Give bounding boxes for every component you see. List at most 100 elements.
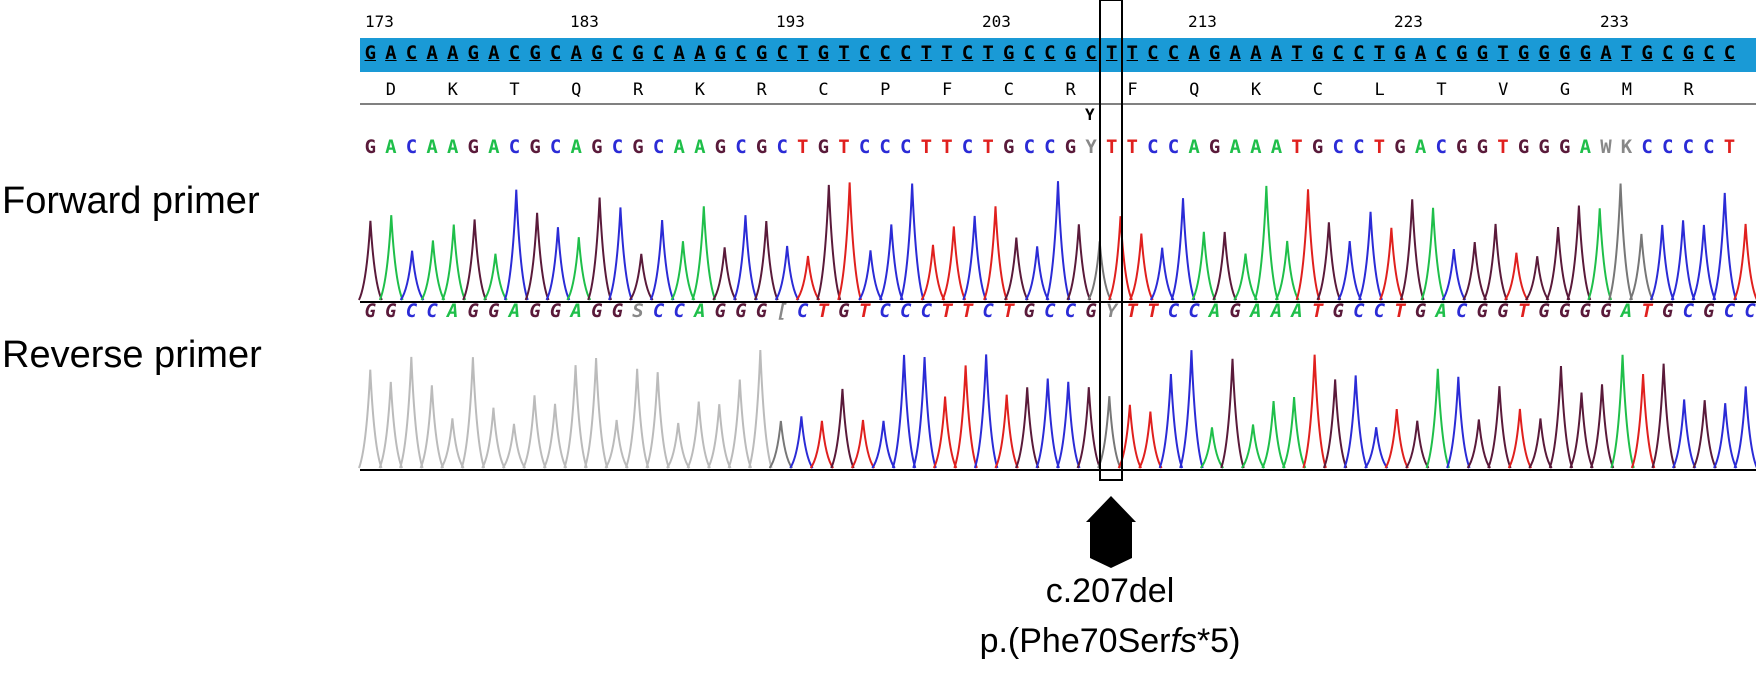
reference-base: A (488, 42, 500, 64)
base-call: T (1497, 136, 1509, 158)
reference-base: A (673, 42, 685, 64)
amino-acid: C (818, 80, 829, 100)
base-call: G (1002, 136, 1015, 158)
reference-base: C (1703, 42, 1715, 64)
reference-base: C (1661, 42, 1674, 64)
base-call: G (529, 136, 541, 158)
base-call: S (632, 300, 644, 322)
base-call: G (735, 300, 747, 322)
base-call: G (1332, 300, 1344, 322)
reference-base: C (879, 42, 891, 64)
base-call: T (1517, 300, 1530, 322)
trace-peak (1295, 189, 1321, 301)
trace-peak (624, 368, 650, 469)
trace-peak (503, 189, 529, 301)
reference-base: G (632, 42, 644, 64)
reference-base: T (982, 42, 994, 64)
base-call: C (1641, 136, 1653, 158)
trace-peak (691, 206, 717, 301)
amino-acid: G (1559, 80, 1571, 100)
trace-peak (1337, 241, 1363, 301)
reference-base: T (920, 42, 933, 64)
amino-acid: V (1498, 80, 1509, 100)
reference-base: C (900, 42, 912, 64)
reference-base: C (652, 42, 665, 64)
base-call: T (1311, 300, 1324, 322)
base-call: C (652, 136, 665, 158)
base-call: C (1023, 136, 1036, 158)
reference-base: A (570, 42, 582, 64)
trace-peak (686, 401, 711, 469)
base-call: G (1579, 300, 1592, 322)
reference-base: T (1291, 42, 1303, 64)
reference-base: A (1229, 42, 1241, 64)
base-call: A (1435, 300, 1447, 322)
base-call: C (508, 136, 521, 158)
trace-peak (1651, 363, 1676, 469)
trace-peak (830, 388, 855, 469)
amino-acid: T (1436, 80, 1447, 100)
base-call: C (735, 136, 747, 158)
trace-peak (748, 349, 773, 469)
amino-acid: K (447, 80, 458, 100)
base-call: A (1188, 136, 1200, 158)
base-call: C (879, 300, 891, 322)
base-call: A (1270, 136, 1283, 158)
base-call: G (1229, 300, 1241, 322)
trace-peak (1108, 216, 1133, 301)
base-call: G (714, 300, 727, 322)
reference-base: C (1147, 42, 1159, 64)
reference-base: T (1497, 42, 1509, 64)
base-call: G (714, 136, 727, 158)
base-call: T (1394, 300, 1406, 322)
reference-base: G (591, 42, 603, 64)
trace-peak (899, 183, 925, 301)
trace-peak (1199, 427, 1225, 469)
base-call: [ (776, 300, 788, 322)
reference-base: G (817, 42, 830, 64)
trace-peak (378, 381, 404, 469)
forward-primer-label: Forward primer (2, 180, 260, 222)
trace-peak (1569, 392, 1594, 469)
base-call: A (1414, 136, 1427, 158)
base-call: G (755, 136, 768, 158)
trace-peak (733, 215, 758, 301)
trace-peak (712, 247, 737, 301)
trace-peak (1358, 211, 1383, 301)
trace-peak (994, 394, 1019, 469)
trace-peak (774, 245, 800, 301)
trace-peak (1629, 233, 1654, 301)
trace-peak (1170, 198, 1196, 301)
base-call: C (1682, 300, 1695, 322)
base-call: G (1559, 136, 1571, 158)
base-call: C (652, 300, 665, 322)
reference-base: C (549, 42, 562, 64)
reference-base: G (467, 42, 479, 64)
base-call: C (1353, 300, 1365, 322)
reference-base: G (1456, 42, 1468, 64)
reference-base: G (1394, 42, 1406, 64)
reference-base: A (446, 42, 459, 64)
trace-peak (850, 419, 876, 469)
trace-peak (1670, 220, 1696, 301)
amino-acid: F (1127, 80, 1138, 100)
reference-base: A (694, 42, 706, 64)
base-call: C (1147, 136, 1159, 158)
reference-base: C (735, 42, 747, 64)
trace-peak (953, 365, 978, 469)
trace-peak (1261, 401, 1286, 469)
base-call: G (1517, 136, 1530, 158)
reverse-chromatogram (358, 349, 1756, 469)
reference-base: T (941, 42, 953, 64)
reference-base: C (611, 42, 624, 64)
base-call: T (1002, 300, 1015, 322)
trace-peak (1128, 233, 1154, 301)
trace-peak (1589, 384, 1615, 469)
reference-base: A (1600, 42, 1612, 64)
trace-peak (1733, 386, 1756, 469)
mutation-arrow-head-icon (1086, 496, 1136, 522)
trace-peak (1240, 424, 1266, 469)
base-call: G (755, 300, 768, 322)
trace-peak (1566, 205, 1592, 301)
